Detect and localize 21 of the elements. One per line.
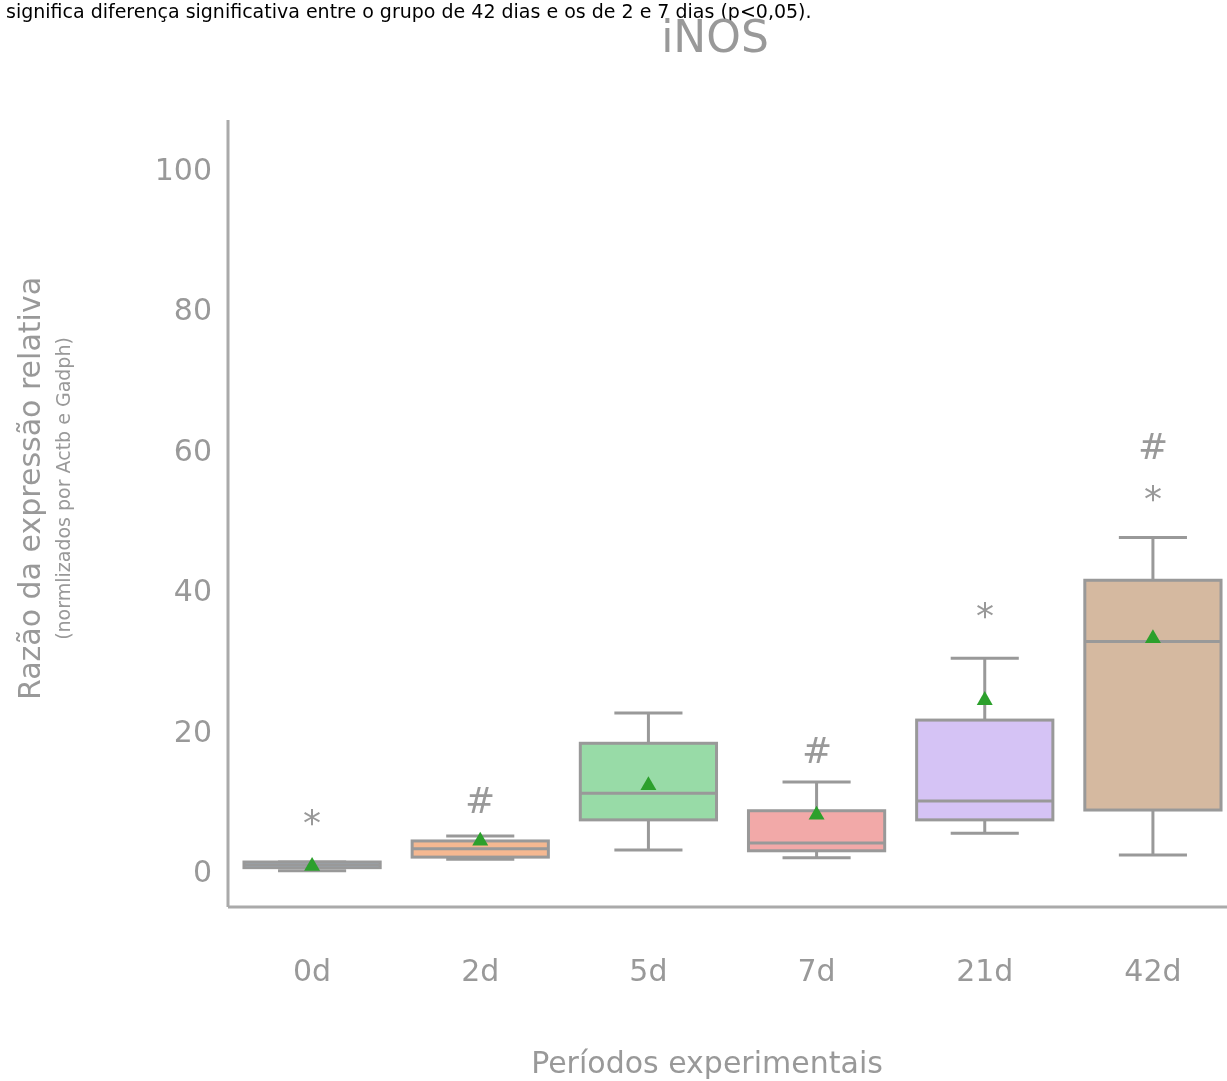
annotation: # xyxy=(801,729,833,771)
y-tick-label: 60 xyxy=(173,432,212,468)
x-tick-label: 0d xyxy=(293,952,332,988)
x-tick-label: 42d xyxy=(1124,952,1182,988)
text: (normlizados por Actb e Gadph) xyxy=(52,337,74,640)
annotation: * xyxy=(1144,477,1162,519)
y-axis-title: Razão da expressão relativa xyxy=(12,276,47,701)
y-tick-label: 20 xyxy=(173,713,212,749)
x-tick-label: 5d xyxy=(629,952,668,988)
x-tick-label: 21d xyxy=(956,952,1014,988)
y-tick-label: 0 xyxy=(192,854,212,890)
y-tick-label: 80 xyxy=(173,292,212,328)
x-tick-label: 2d xyxy=(461,952,500,988)
y-tick-label: 100 xyxy=(154,151,212,187)
annotation: * xyxy=(303,801,321,843)
x-tick-label: 7d xyxy=(797,952,836,988)
annotation: # xyxy=(464,779,496,821)
annotation: * xyxy=(976,594,994,636)
x-axis-title: Períodos experimentais xyxy=(531,1044,883,1080)
annotation: # xyxy=(1137,425,1169,467)
y-tick-label: 40 xyxy=(173,573,212,609)
